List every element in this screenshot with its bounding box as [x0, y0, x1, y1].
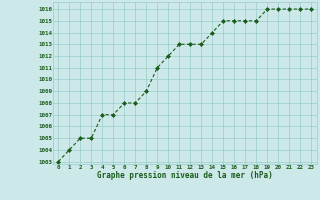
X-axis label: Graphe pression niveau de la mer (hPa): Graphe pression niveau de la mer (hPa): [97, 171, 273, 180]
